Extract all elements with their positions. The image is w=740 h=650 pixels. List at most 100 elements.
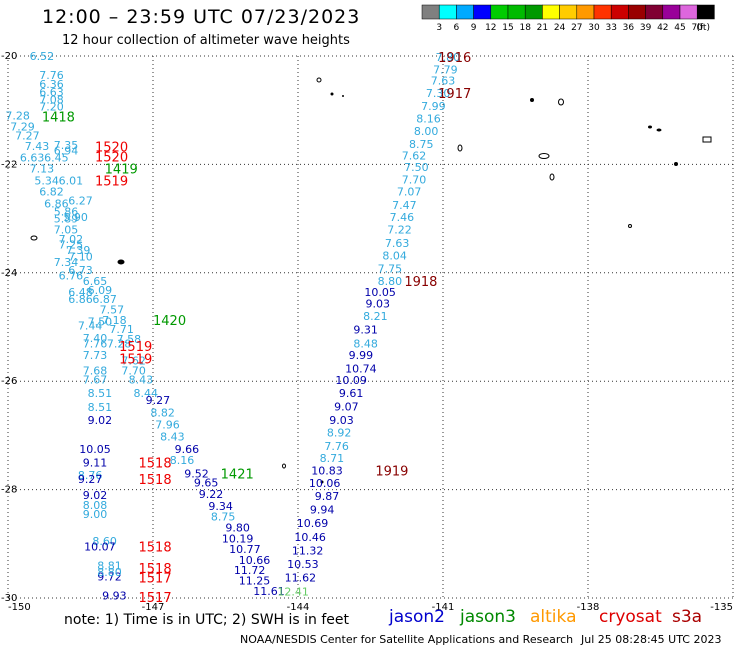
data-points-layer: 6.527.766.366.637.087.207.287.297.277.43… — [5, 50, 460, 602]
island — [316, 77, 322, 83]
grid-layer — [7, 55, 734, 599]
colorbar-unit: (ft) — [696, 23, 710, 33]
colorbar-tick: 9 — [471, 23, 477, 33]
island — [530, 98, 534, 102]
legend-jason2: jason2 — [389, 607, 445, 627]
swh-value: 5.90 — [63, 211, 88, 224]
swh-value: 6.87 — [92, 293, 117, 306]
swh-value: 7.70 — [402, 174, 427, 187]
swh-value: 11.61 — [253, 585, 285, 598]
swh-value: 7.47 — [392, 199, 417, 212]
swh-value: 7.73 — [83, 349, 108, 362]
colorbar-tick: 30 — [588, 23, 600, 33]
island — [117, 259, 125, 265]
swh-value: 6.65 — [83, 275, 108, 288]
swh-value: 7.35 — [54, 139, 79, 152]
swh-value: 8.51 — [88, 387, 113, 400]
swh-value: 7.75 — [378, 262, 403, 275]
swh-value: 9.11 — [83, 457, 108, 470]
swh-value: 7.34 — [54, 256, 79, 269]
swh-value: 8.51 — [88, 401, 113, 414]
colorbar-tick: 6 — [454, 23, 460, 33]
island — [457, 144, 463, 152]
swh-value: 10.77 — [229, 543, 261, 556]
swh-value: 7.96 — [155, 419, 180, 432]
x-tick-label: -135 — [710, 602, 733, 610]
colorbar-tick: 15 — [502, 23, 513, 33]
swh-value: 7.79 — [433, 64, 458, 77]
swh-value: 9.65 — [194, 477, 219, 490]
x-tick-label: -147 — [142, 602, 165, 610]
swh-value: 7.29 — [10, 120, 35, 133]
swh-value: 8.16 — [170, 454, 195, 467]
island — [674, 162, 678, 166]
island — [549, 173, 555, 181]
swh-value: 7.20 — [39, 100, 64, 113]
legend-altika: altika — [530, 607, 577, 627]
swh-value: 7.02 — [59, 233, 84, 246]
swh-value: 10.19 — [222, 532, 254, 545]
swh-value: 7.46 — [390, 211, 415, 224]
colorbar-tick: 24 — [554, 23, 566, 33]
swh-value: 7.13 — [30, 163, 55, 176]
swh-value: 8.92 — [327, 427, 352, 440]
time-label: 1519 — [95, 175, 128, 190]
y-tick-label: -28 — [1, 485, 17, 496]
swh-value: 7.10 — [68, 251, 93, 264]
y-tick-label: -26 — [1, 376, 17, 387]
time-label: 1518 — [139, 541, 172, 556]
swh-value: 7.76 — [324, 440, 349, 453]
chart-subtitle: 12 hour collection of altimeter wave hei… — [62, 33, 350, 48]
swh-value: 7.22 — [387, 223, 412, 236]
colorbar-tick: 39 — [640, 23, 652, 33]
swh-value: 7.05 — [54, 223, 79, 236]
swh-value: 7.43 — [25, 140, 50, 153]
time-label: 1420 — [153, 314, 186, 329]
swh-value: 11.62 — [285, 571, 317, 584]
credit-date: Jul 25 08:28:45 UTC 2023 — [581, 633, 722, 646]
swh-value: 12.41 — [277, 585, 309, 598]
swh-value: 8.43 — [129, 374, 154, 387]
swh-value: 9.27 — [78, 473, 103, 486]
swh-value: 9.02 — [83, 489, 108, 502]
swh-value: 7.57 — [100, 304, 125, 317]
swh-value: 8.81 — [97, 559, 122, 572]
swh-value: 10.74 — [345, 363, 377, 376]
colorbar-tick: 70 — [691, 23, 703, 33]
swh-value: 7.63 — [431, 74, 456, 87]
swh-value: 6.01 — [59, 175, 84, 188]
swh-value: 9.07 — [334, 401, 359, 414]
swh-value: 10.09 — [335, 374, 367, 387]
swh-value: 9.99 — [349, 349, 374, 362]
swh-value: 7.39 — [66, 244, 91, 257]
swh-value: 9.02 — [88, 414, 113, 427]
colorbar-tick: 18 — [519, 23, 531, 33]
swh-value: 6.36 — [39, 78, 64, 91]
time-labels-layer: 1916 1917 1918 1919 1418 1419 1420 1421 15201520… — [42, 51, 471, 606]
island — [342, 95, 344, 97]
swh-value: 8.82 — [150, 407, 175, 420]
swh-value: 9.80 — [225, 522, 250, 535]
swh-value: 9.61 — [339, 387, 364, 400]
island — [30, 235, 38, 241]
swh-value: 5.89 — [54, 213, 79, 226]
time-label: 1518 — [139, 457, 172, 472]
colorbar-tick: 36 — [623, 23, 635, 33]
swh-value: 10.07 — [84, 541, 116, 554]
time-label: 1418 — [42, 111, 75, 126]
island — [702, 136, 712, 143]
axis-labels-layer: -150 -147 -144 -141 -138 -135 -20 -22 -24 -26 -28 -… — [1, 51, 733, 610]
swh-value: 10.53 — [287, 558, 319, 571]
x-tick-label: -144 — [287, 602, 310, 610]
swh-value: 9.93 — [102, 589, 127, 602]
colorbar-tick: 45 — [674, 23, 685, 33]
swh-value: 6.09 — [88, 284, 113, 297]
swh-value: 7.68 — [83, 364, 108, 377]
swh-value: 9.87 — [315, 490, 340, 503]
swh-value: 6.45 — [44, 151, 69, 164]
swh-value: 9.22 — [199, 488, 224, 501]
swh-value: 6.63 — [20, 151, 45, 164]
islands-layer — [30, 77, 712, 484]
swh-value: 7.44 — [78, 319, 103, 332]
swh-value: 8.00 — [414, 125, 439, 138]
